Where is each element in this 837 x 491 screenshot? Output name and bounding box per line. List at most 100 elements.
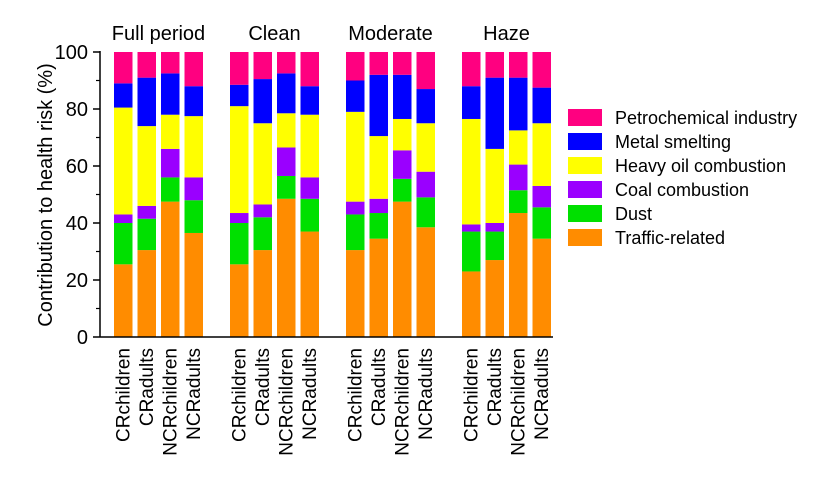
bar-segment-2-1-4 (369, 74, 388, 137)
category-label-1-3: NCRadults (300, 348, 321, 440)
legend-label-4: Dust (615, 204, 652, 224)
bar-segment-2-3-1 (416, 197, 435, 228)
bar-segment-1-3-0 (300, 231, 319, 337)
bar-segment-2-1-2 (369, 198, 388, 214)
y-tick-label-2: 40 (66, 213, 88, 235)
bar-segment-3-3-5 (532, 52, 551, 88)
bar-segment-2-2-2 (393, 150, 412, 179)
bar-segment-2-0-5 (346, 52, 365, 81)
bar-segment-3-2-3 (509, 130, 528, 165)
bar-segment-3-0-0 (462, 271, 481, 337)
legend-swatch-3 (568, 181, 602, 198)
category-label-3-1: CRadults (485, 348, 506, 426)
bar-segment-0-3-5 (184, 52, 203, 87)
bar-segment-0-1-3 (137, 126, 156, 206)
bar-segment-0-2-3 (161, 114, 180, 149)
legend-label-0: Petrochemical industry (615, 108, 797, 128)
bar-segment-0-2-5 (161, 52, 180, 74)
bar-segment-0-0-0 (114, 264, 133, 337)
bar-segment-3-0-5 (462, 52, 481, 87)
bar-segment-1-1-5 (253, 52, 272, 80)
bar-segment-3-2-2 (509, 164, 528, 191)
bar-segment-1-3-5 (300, 52, 319, 87)
bar-segment-3-3-0 (532, 238, 551, 337)
bar-segment-1-3-4 (300, 86, 319, 115)
group-title-2: Moderate (348, 23, 433, 45)
bar-segment-3-2-5 (509, 52, 528, 78)
bar-segment-1-0-0 (230, 264, 249, 337)
bar-segment-2-2-4 (393, 74, 412, 119)
bar-segment-2-1-0 (369, 238, 388, 337)
category-label-3-3: NCRadults (532, 348, 553, 440)
group-title-1: Clean (248, 23, 300, 45)
bar-segment-1-2-4 (277, 73, 296, 114)
group-titles-layer: Full period Clean Moderate Haze (112, 23, 530, 45)
bar-segment-3-1-1 (485, 231, 504, 261)
bar-segment-2-3-5 (416, 52, 435, 90)
bar-segment-2-0-3 (346, 111, 365, 202)
bar-segment-0-1-1 (137, 218, 156, 251)
bar-segment-2-1-3 (369, 136, 388, 199)
bar-segment-3-1-5 (485, 52, 504, 78)
bar-segment-3-3-1 (532, 207, 551, 239)
category-label-3-0: CRchildren (461, 348, 482, 442)
bar-segment-1-0-2 (230, 213, 249, 223)
bar-segment-0-1-2 (137, 205, 156, 219)
bar-segment-1-0-5 (230, 52, 249, 85)
bar-segment-0-0-3 (114, 107, 133, 215)
bar-segment-3-0-1 (462, 231, 481, 272)
bar-segment-0-3-2 (184, 177, 203, 201)
bar-segment-3-1-0 (485, 260, 504, 337)
bar-segment-3-1-4 (485, 77, 504, 149)
bar-segment-2-2-3 (393, 118, 412, 151)
category-label-0-1: CRadults (137, 348, 158, 426)
bar-segment-1-0-1 (230, 223, 249, 265)
bar-segment-3-2-0 (509, 213, 528, 337)
bar-segment-1-2-1 (277, 175, 296, 199)
category-label-2-1: CRadults (369, 348, 390, 426)
bars-layer (114, 52, 551, 337)
bar-segment-3-0-2 (462, 224, 481, 232)
y-tick-label-5: 100 (55, 42, 88, 64)
y-tick-label-1: 20 (66, 270, 88, 292)
bar-segment-3-2-4 (509, 77, 528, 131)
legend-label-3: Coal combustion (615, 180, 749, 200)
y-tick-label-0: 0 (77, 327, 88, 349)
bar-segment-1-1-3 (253, 123, 272, 205)
bar-segment-3-3-3 (532, 123, 551, 186)
legend-label-2: Heavy oil combustion (615, 156, 786, 176)
category-label-1-1: CRadults (253, 348, 274, 426)
category-label-2-2: NCRchildren (392, 348, 413, 456)
category-label-2-0: CRchildren (345, 348, 366, 442)
legend-label-1: Metal smelting (615, 132, 731, 152)
bar-segment-2-2-1 (393, 178, 412, 202)
bar-segment-1-0-4 (230, 84, 249, 107)
bar-segment-3-0-3 (462, 118, 481, 225)
legend-swatch-0 (568, 109, 602, 126)
category-label-2-3: NCRadults (416, 348, 437, 440)
bar-segment-2-3-3 (416, 123, 435, 172)
y-tick-label-3: 60 (66, 156, 88, 178)
bar-segment-0-1-4 (137, 77, 156, 127)
bar-segment-1-1-0 (253, 250, 272, 337)
y-axis-label: Contribution to health risk (%) (35, 63, 57, 326)
legend-swatch-4 (568, 205, 602, 222)
y-tick-label-4: 80 (66, 99, 88, 121)
bar-segment-0-0-2 (114, 214, 133, 223)
category-label-0-2: NCRchildren (160, 348, 181, 456)
bar-segment-0-3-3 (184, 116, 203, 178)
bar-segment-3-3-2 (532, 185, 551, 208)
bar-segment-0-0-1 (114, 223, 133, 265)
bar-segment-1-2-2 (277, 147, 296, 176)
bar-segment-2-2-5 (393, 52, 412, 75)
bar-segment-1-1-2 (253, 204, 272, 218)
legend-swatch-2 (568, 157, 602, 174)
group-title-0: Full period (112, 23, 205, 45)
bar-segment-2-0-4 (346, 80, 365, 112)
bar-segment-1-1-1 (253, 217, 272, 251)
bar-segment-1-3-2 (300, 177, 319, 199)
bar-segment-0-2-2 (161, 148, 180, 178)
legend-swatch-5 (568, 229, 602, 246)
